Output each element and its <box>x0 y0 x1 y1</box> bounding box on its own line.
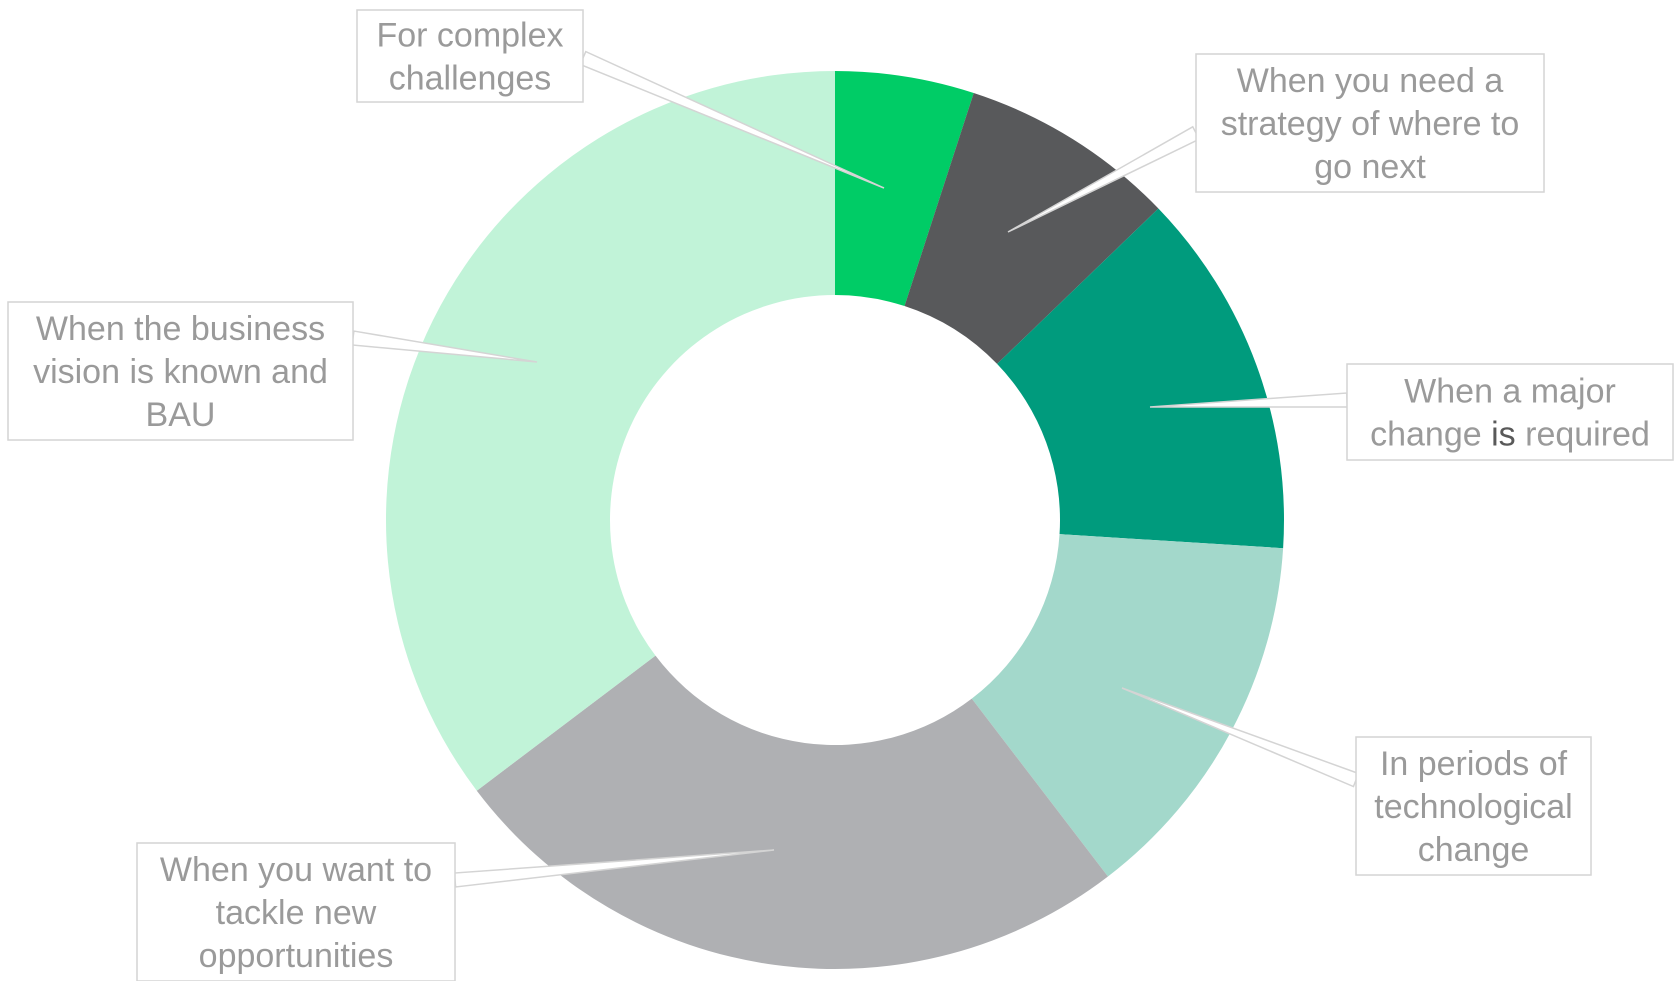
callout-label-line: vision is known and <box>33 353 328 391</box>
donut-slice-2 <box>904 92 1159 364</box>
callout-label-2: When you need a strategy of where to go ne… <box>1221 62 1520 186</box>
callout-label-emphasis: is <box>1491 416 1516 454</box>
callout-label-line: When the business <box>36 310 325 348</box>
callout-label-line: In periods of <box>1380 745 1568 783</box>
callout-label-3: When a major change is required <box>1370 373 1650 454</box>
callout-label-line: strategy of where to <box>1221 105 1520 143</box>
callout-label-line: opportunities <box>199 937 394 975</box>
callout-label-line: BAU <box>146 396 216 434</box>
callout-label-1: For complex challenges <box>376 17 563 98</box>
callout-label-line: change is required <box>1370 416 1650 454</box>
labels-group: For complex challenges When you need a stra… <box>7 9 1674 981</box>
callout-box-3 <box>1346 363 1674 461</box>
callout-label-line: When you want to <box>160 851 432 889</box>
callout-label-line: challenges <box>389 60 552 98</box>
callout-label-6: When the business vision is known and BAU <box>33 310 328 434</box>
slices-group <box>385 71 1285 970</box>
callout-label-line: go next <box>1314 148 1426 186</box>
callout-box-5 <box>136 842 456 981</box>
callout-label-4: In periods of technological change <box>1374 745 1572 869</box>
callout-label-line: change <box>1418 831 1530 869</box>
donut-slice-5 <box>476 655 1108 970</box>
callout-label-line: When a major <box>1404 373 1616 411</box>
donut-slice-4 <box>971 534 1284 877</box>
callout-box-4 <box>1355 736 1592 876</box>
callout-label-5: When you want to tackle new opportunities <box>160 851 432 975</box>
donut-slice-6 <box>385 71 835 791</box>
donut-slice-1 <box>835 71 974 307</box>
leaders-group <box>351 50 1360 888</box>
callout-box-1 <box>356 9 584 103</box>
callout-label-line: technological <box>1374 788 1572 826</box>
callout-label-line: For complex <box>376 17 563 55</box>
donut-slice-3 <box>997 208 1285 549</box>
callout-box-2 <box>1195 53 1545 193</box>
callout-label-line: tackle new <box>216 894 377 932</box>
callout-box-6 <box>7 301 354 441</box>
callout-label-line: When you need a <box>1237 62 1504 100</box>
